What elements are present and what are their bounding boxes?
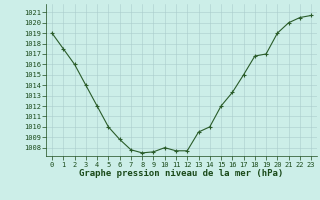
X-axis label: Graphe pression niveau de la mer (hPa): Graphe pression niveau de la mer (hPa)	[79, 169, 284, 178]
